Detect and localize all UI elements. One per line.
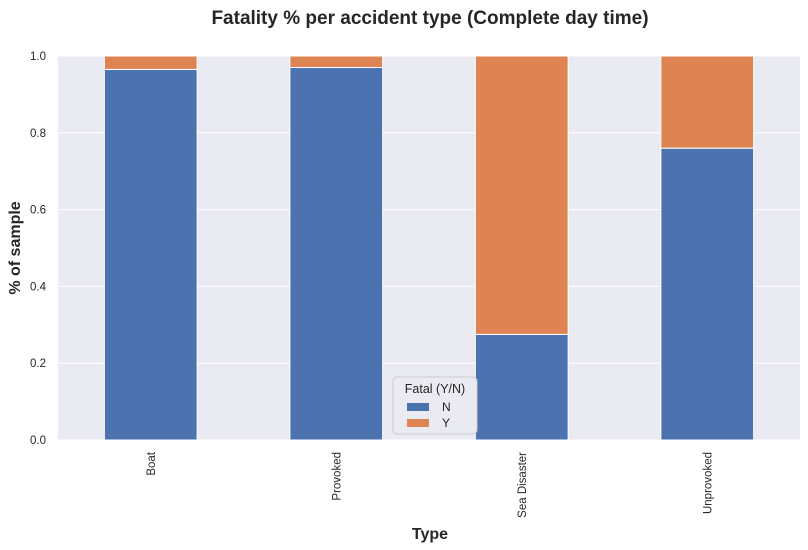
legend-label-n: N — [442, 400, 451, 414]
y-tick-label: 0.6 — [30, 205, 46, 217]
legend-title: Fatal (Y/N) — [405, 382, 465, 396]
legend-swatch-y — [407, 419, 429, 427]
y-tick-label: 0.4 — [30, 281, 47, 293]
legend-swatch-n — [407, 403, 429, 411]
bar-y-unprovoked — [660, 55, 755, 149]
bar-n-sea-disaster — [474, 333, 569, 441]
bar-n-boat — [103, 68, 198, 441]
x-tick-label: Sea Disaster — [517, 452, 529, 518]
y-tick-label: 1.0 — [30, 51, 46, 63]
x-axis-ticks: Boat Provoked Sea Disaster Unprovoked — [146, 451, 715, 518]
x-axis-label: Type — [412, 526, 448, 543]
bar-y-boat — [103, 55, 198, 70]
bar-n-provoked — [289, 67, 384, 441]
bars — [103, 55, 755, 441]
x-tick-label: Boat — [146, 451, 158, 475]
y-tick-label: 0.8 — [30, 128, 46, 140]
y-tick-label: 0.2 — [30, 358, 46, 370]
x-tick-label: Provoked — [331, 452, 343, 501]
chart-title: Fatality % per accident type (Complete d… — [211, 8, 648, 29]
legend-entries: NY — [407, 400, 451, 430]
x-tick-label: Unprovoked — [702, 452, 714, 514]
y-axis-ticks: 0.0 0.2 0.4 0.6 0.8 1.0 — [30, 51, 47, 447]
bar-n-unprovoked — [660, 147, 755, 441]
y-axis-label: % of sample — [7, 201, 24, 294]
bar-y-provoked — [289, 55, 384, 69]
y-tick-label: 0.0 — [30, 435, 46, 447]
legend: Fatal (Y/N) NY — [392, 376, 478, 435]
bar-y-sea-disaster — [474, 55, 569, 335]
legend-label-y: Y — [442, 416, 450, 430]
